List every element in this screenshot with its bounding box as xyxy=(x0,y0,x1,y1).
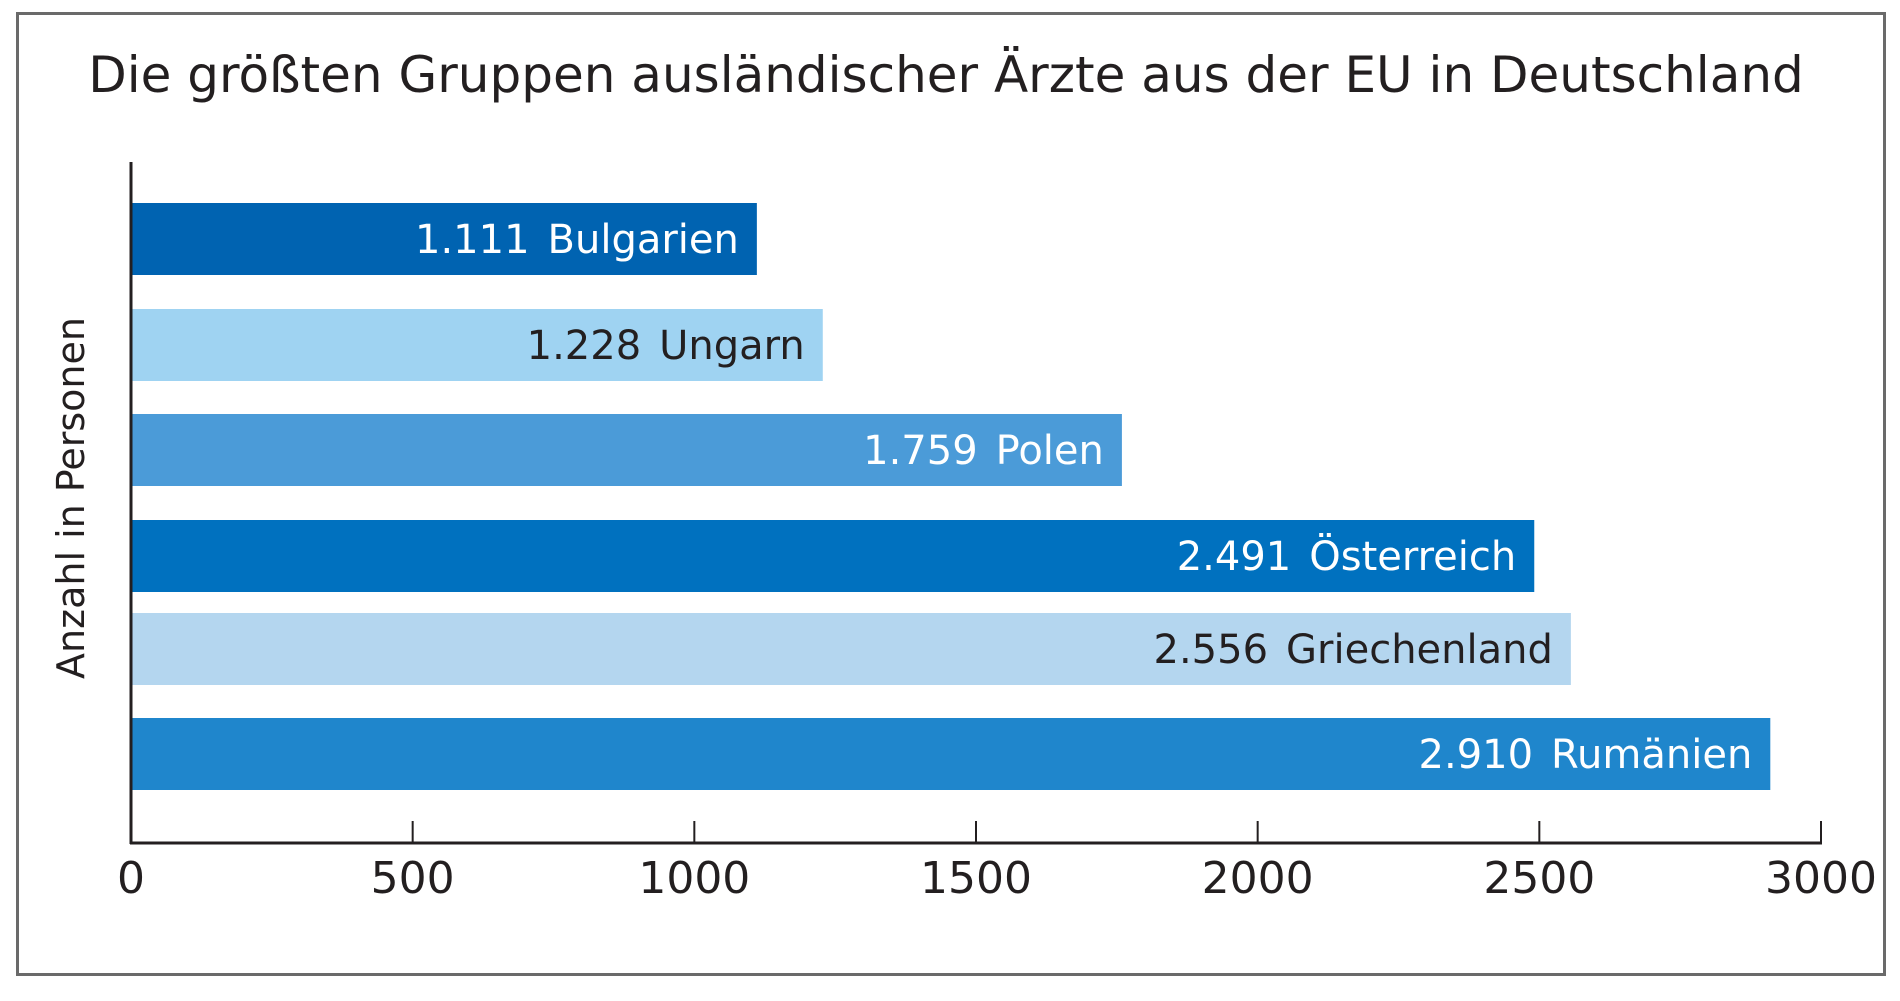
bar-2 xyxy=(131,414,1122,486)
bar-category-label: Ungarn xyxy=(659,323,805,369)
bar-value-label: 1.759 xyxy=(863,428,978,474)
x-tick-label: 0 xyxy=(117,853,145,904)
bar-3 xyxy=(131,520,1535,592)
bar-value-label: 2.556 xyxy=(1154,627,1269,673)
x-tick-label: 2000 xyxy=(1202,853,1314,904)
x-tick-label: 3000 xyxy=(1765,853,1877,904)
bar-category-label: Bulgarien xyxy=(548,217,739,263)
bar-0 xyxy=(131,203,757,275)
bar-4 xyxy=(131,613,1571,685)
y-axis-label: Anzahl in Personen xyxy=(49,317,93,679)
bar-category-label: Polen xyxy=(996,428,1104,474)
bar-label-1: 1.228 Ungarn xyxy=(527,323,805,369)
bar-value-label: 1.111 xyxy=(415,217,530,263)
bar-label-2: 1.759 Polen xyxy=(863,428,1104,474)
bar-1 xyxy=(131,309,823,381)
bar-label-3: 2.491 Österreich xyxy=(1177,532,1517,580)
bar-category-label: Rumänien xyxy=(1551,732,1752,778)
bar-category-label: Österreich xyxy=(1309,532,1516,580)
x-tick-label: 2500 xyxy=(1483,853,1595,904)
bar-label-0: 1.111 Bulgarien xyxy=(415,217,739,263)
bar-label-5: 2.910 Rumänien xyxy=(1419,732,1753,778)
bar-value-label: 2.491 xyxy=(1177,534,1292,580)
x-tick-label: 500 xyxy=(371,853,455,904)
bar-value-label: 2.910 xyxy=(1419,732,1534,778)
x-tick-label: 1500 xyxy=(920,853,1032,904)
axes-group: 0 500 1000 1500 2000 2500 3000 xyxy=(117,162,1877,904)
chart-frame xyxy=(16,12,1886,976)
bar-label-4: 2.556 Griechenland xyxy=(1154,627,1553,673)
bar-category-label: Griechenland xyxy=(1286,627,1553,673)
bar-value-label: 1.228 xyxy=(527,323,642,369)
chart-title: Die größten Gruppen ausländischer Ärzte … xyxy=(88,46,1804,104)
x-tick-label: 1000 xyxy=(638,853,750,904)
bar-5 xyxy=(131,718,1771,790)
bars-group: 1.111 Bulgarien 1.228 Ungarn 1.759 Polen 2.491… xyxy=(131,203,1771,790)
